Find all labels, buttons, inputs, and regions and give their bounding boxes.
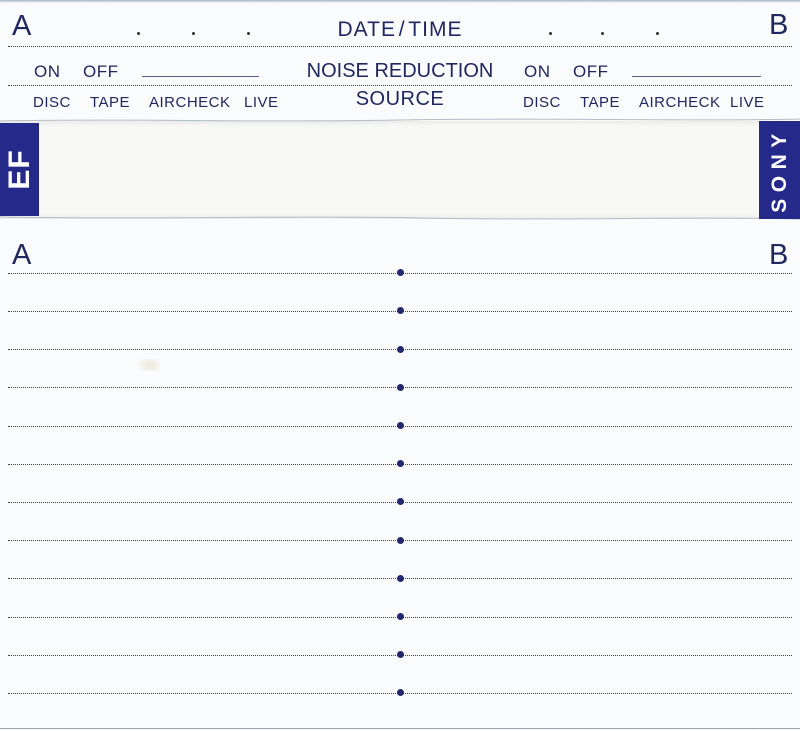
svg-text:SONY: SONY [768,127,791,213]
svg-text:EF: EF [3,149,36,189]
